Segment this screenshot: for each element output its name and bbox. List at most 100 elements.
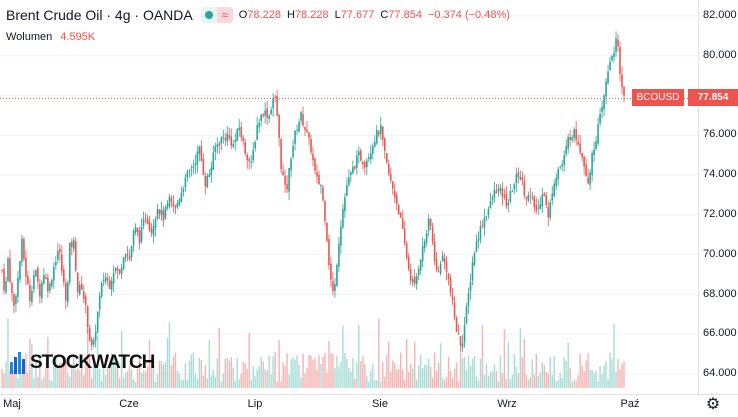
candle-body: [246, 155, 249, 161]
candle-body: [7, 258, 9, 282]
volume-bar: [589, 369, 591, 388]
volume-bar: [519, 328, 522, 388]
candle-body: [368, 156, 370, 159]
price-axis[interactable]: 82.00080.00078.00076.00074.00072.00070.0…: [699, 0, 738, 394]
candle-body: [208, 174, 211, 178]
candle-body: [324, 200, 326, 222]
candle-body: [17, 277, 19, 297]
candle-body: [360, 150, 362, 161]
volume-bar: [15, 367, 17, 388]
candle-body: [437, 271, 440, 273]
candle-body: [379, 124, 382, 134]
volume-bar: [188, 360, 191, 388]
volume-bar: [507, 342, 510, 388]
volume-bar: [481, 324, 484, 388]
candle-body: [88, 327, 91, 341]
volume-bar: [246, 368, 248, 388]
volume-bar: [144, 371, 147, 388]
change-value: −0.374 (−0.48%): [427, 9, 510, 21]
candle-body: [212, 152, 215, 170]
candle-body: [252, 150, 254, 161]
candle-body: [393, 191, 396, 198]
volume-bar: [27, 372, 29, 388]
volume-bar: [559, 372, 561, 388]
indicator-pill[interactable]: ≈: [200, 7, 233, 23]
candle-body: [226, 133, 229, 142]
candle-body: [463, 325, 466, 343]
candle-body: [228, 135, 231, 139]
candle-body: [202, 159, 205, 176]
candle-body: [37, 268, 39, 282]
volume-bar: [495, 371, 498, 388]
close-value: 77.854: [388, 9, 422, 21]
candle-body: [579, 143, 581, 153]
volume-bar: [483, 374, 486, 388]
volume-bar: [102, 365, 105, 388]
volume-bar: [378, 318, 380, 388]
candle-body: [206, 175, 209, 188]
volume-bar: [445, 376, 448, 388]
volume-bar: [491, 371, 494, 388]
volume-bar: [276, 381, 278, 388]
candle-body: [278, 115, 280, 138]
volume-bar: [222, 373, 224, 388]
candle-body: [589, 172, 591, 185]
volume-bar: [404, 380, 406, 388]
candle-body: [82, 291, 85, 299]
candle-body: [481, 224, 484, 226]
candle-body: [84, 296, 87, 305]
volume-bar: [198, 357, 201, 388]
candle-body: [328, 239, 330, 265]
candle-body: [240, 127, 243, 138]
candle-body: [505, 193, 508, 207]
volume-bar: [190, 354, 193, 388]
volume-bar: [83, 375, 85, 388]
candle-body: [200, 146, 203, 161]
gear-icon[interactable]: ⚙: [705, 396, 721, 413]
candle-body: [607, 71, 609, 84]
candle-body: [374, 141, 376, 147]
candle-body: [182, 189, 185, 193]
wave-icon[interactable]: ≈: [216, 7, 233, 23]
time-axis[interactable]: Maj Cze Lip Sie Wrz Paź: [0, 395, 699, 417]
volume-bar: [607, 380, 609, 388]
price-tick-label: 76.000: [703, 128, 737, 141]
candle-body: [609, 61, 611, 70]
volume-bar: [487, 375, 490, 388]
candle-body: [72, 239, 75, 249]
candle-body: [102, 279, 105, 281]
candle-body: [122, 257, 125, 269]
candle-body: [160, 209, 163, 215]
price-tick-label: 66.000: [703, 327, 737, 340]
candle-body: [130, 246, 133, 258]
volume-bar: [326, 372, 328, 388]
volume-bar: [328, 340, 330, 388]
volume-bar: [431, 377, 434, 388]
volume-bar: [601, 374, 603, 388]
candle-body: [49, 283, 51, 291]
volume-bar: [51, 381, 53, 388]
volume-bar: [21, 368, 23, 388]
candle-body: [567, 136, 569, 149]
candle-body: [497, 189, 500, 192]
candle-body: [230, 136, 233, 146]
volume-bar: [45, 367, 47, 388]
candle-body: [96, 311, 99, 333]
candle-body: [296, 129, 298, 131]
volume-bar: [407, 372, 410, 388]
volume-bar: [240, 373, 242, 388]
volume-bar: [419, 354, 422, 388]
time-tick-label: Maj: [3, 398, 21, 410]
volume-bar: [304, 373, 306, 388]
candle-body: [595, 141, 597, 149]
volume-bar: [557, 380, 559, 388]
candle-body: [340, 226, 342, 246]
gridlines: [0, 15, 698, 375]
candle-body: [196, 151, 199, 165]
volume-bar: [5, 361, 7, 388]
market-status-icon[interactable]: [200, 7, 217, 23]
candle-body: [266, 108, 268, 118]
candle-body: [413, 276, 416, 284]
candle-body: [391, 181, 394, 189]
open-value: 78.228: [247, 9, 281, 21]
